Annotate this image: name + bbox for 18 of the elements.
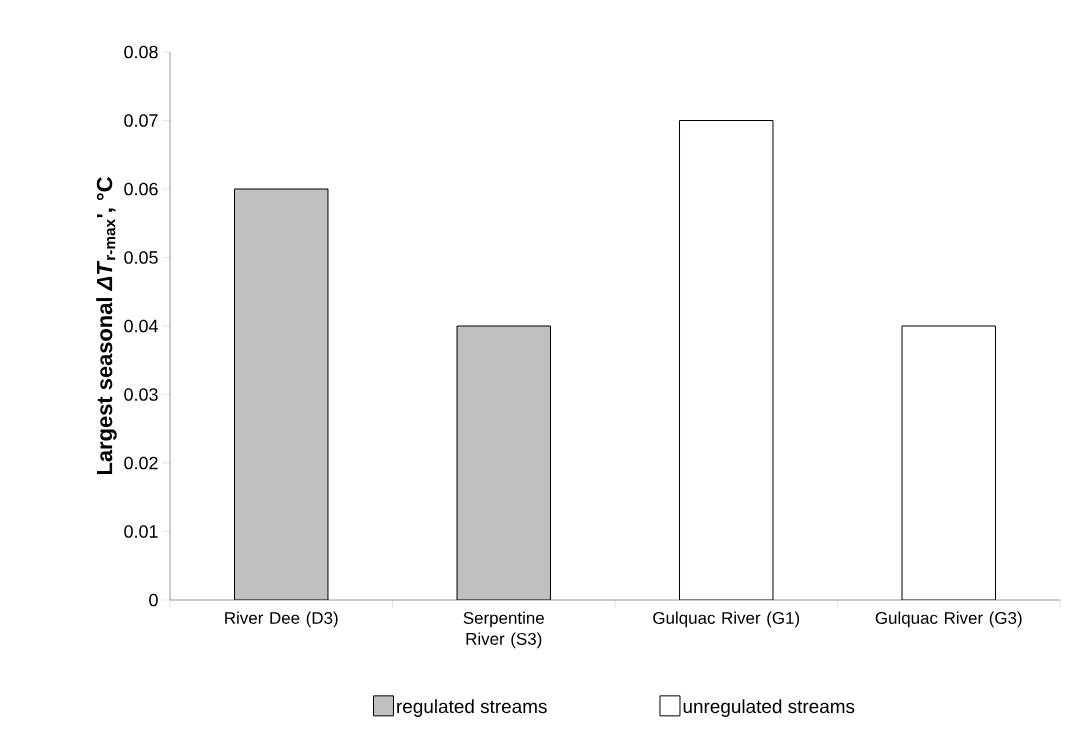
y-tick-label: 0.02: [124, 456, 158, 470]
y-tick-label: 0.03: [124, 388, 158, 401]
legend-label: regulated streams: [397, 699, 547, 717]
y-tick-label: 0.07: [124, 114, 158, 127]
bar: [456, 325, 551, 600]
y-tick-label: 0.08: [124, 45, 158, 59]
x-tick-label: Gulquac River (G3): [875, 611, 1022, 628]
y-tick-label: 0.04: [124, 319, 158, 333]
legend-label: unregulated streams: [683, 699, 855, 717]
x-tick-label: Gulquac River (G1): [653, 611, 800, 628]
y-tick-label: 0.06: [124, 182, 158, 196]
x-tick-label: Serpentine River (S3): [463, 611, 544, 649]
y-tick-label: 0.05: [124, 251, 158, 264]
bar: [234, 188, 329, 600]
y-tick-label: 0.01: [124, 525, 158, 538]
y-tick-label: 0: [149, 593, 158, 607]
y-axis-title: Largest seasonal ΔT$_{r-max}$', °C: [96, 177, 117, 475]
x-tick-label: River Dee (D3): [225, 611, 338, 628]
